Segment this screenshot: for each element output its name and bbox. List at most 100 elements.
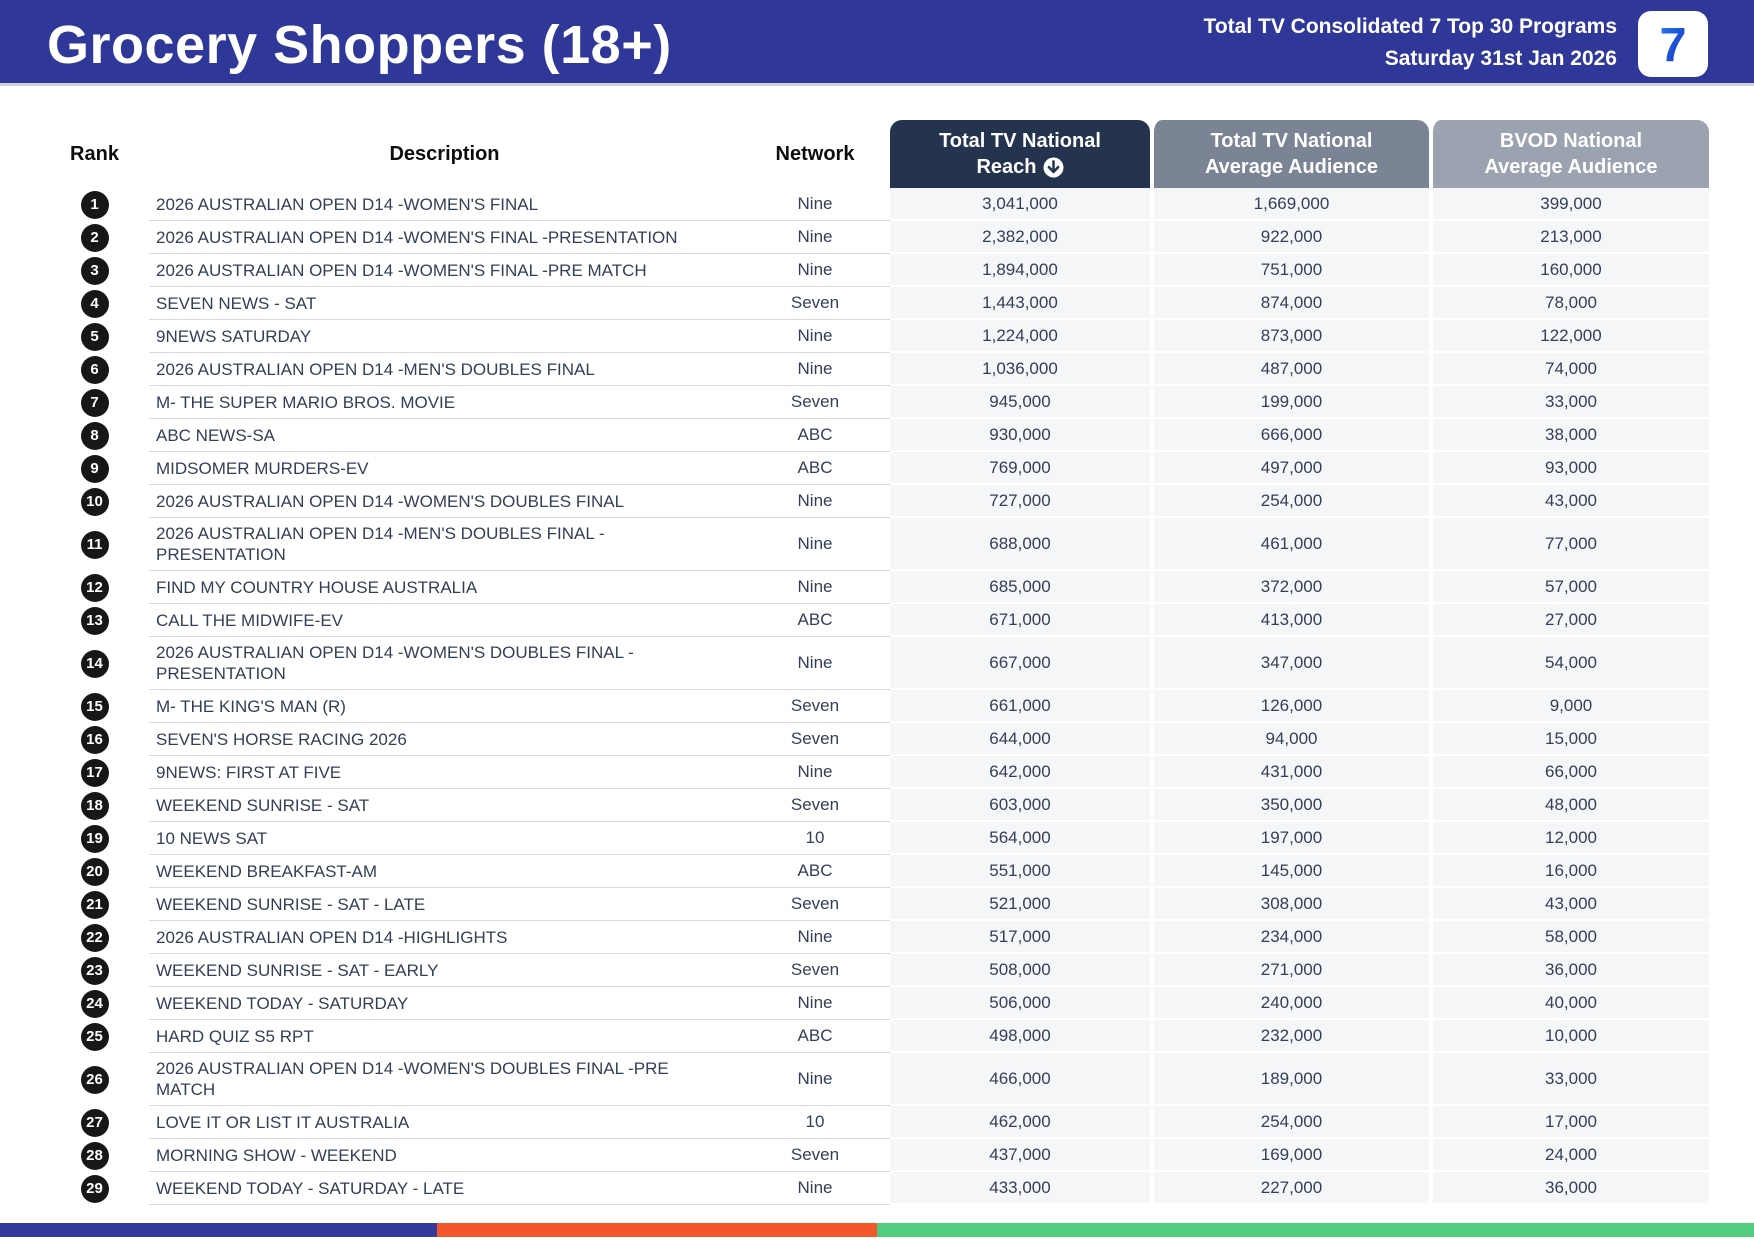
- bvod-audience-value: 36,000: [1429, 954, 1709, 987]
- rank-cell: 23: [40, 954, 149, 987]
- table-row: 23 WEEKEND SUNRISE - SAT - EARLY Seven 5…: [40, 954, 1709, 987]
- avg-audience-value: 497,000: [1150, 452, 1429, 485]
- rank-cell: 8: [40, 419, 149, 452]
- reach-value: 930,000: [890, 419, 1150, 452]
- rank-cell: 29: [40, 1172, 149, 1205]
- bvod-audience-value: 16,000: [1429, 855, 1709, 888]
- bvod-audience-value: 9,000: [1429, 690, 1709, 723]
- bvod-audience-value: 17,000: [1429, 1106, 1709, 1139]
- network-name: ABC: [740, 855, 890, 888]
- network-name: ABC: [740, 1020, 890, 1053]
- rank-badge: 7: [80, 388, 109, 417]
- network-name: Nine: [740, 571, 890, 604]
- program-description: FIND MY COUNTRY HOUSE AUSTRALIA: [149, 571, 740, 604]
- program-description: MORNING SHOW - WEEKEND: [149, 1139, 740, 1172]
- rank-cell: 6: [40, 353, 149, 386]
- report-name: Total TV Consolidated 7 Top 30 Programs: [1203, 15, 1617, 38]
- rank-badge: 16: [80, 725, 109, 754]
- program-description: 2026 AUSTRALIAN OPEN D14 -WOMEN'S FINAL …: [149, 221, 740, 254]
- page-title: Grocery Shoppers (18+): [47, 15, 672, 75]
- footer-bar-segment: [0, 1223, 437, 1237]
- avg-audience-value: 751,000: [1150, 254, 1429, 287]
- rank-cell: 11: [40, 518, 149, 571]
- avg-audience-value: 461,000: [1150, 518, 1429, 571]
- rank-cell: 22: [40, 921, 149, 954]
- network-name: Nine: [740, 921, 890, 954]
- program-description: 10 NEWS SAT: [149, 822, 740, 855]
- bvod-audience-value: 43,000: [1429, 485, 1709, 518]
- table-row: 28 MORNING SHOW - WEEKEND Seven 437,000 …: [40, 1139, 1709, 1172]
- reach-value: 506,000: [890, 987, 1150, 1020]
- reach-value: 769,000: [890, 452, 1150, 485]
- network-name: Seven: [740, 690, 890, 723]
- avg-audience-value: 189,000: [1150, 1053, 1429, 1106]
- program-description: LOVE IT OR LIST IT AUSTRALIA: [149, 1106, 740, 1139]
- bvod-audience-value: 24,000: [1429, 1139, 1709, 1172]
- program-description: 9NEWS: FIRST AT FIVE: [149, 756, 740, 789]
- footer-color-bar: [0, 1223, 1754, 1237]
- rank-badge: 22: [80, 923, 109, 952]
- reach-value: 1,443,000: [890, 287, 1150, 320]
- network-name: ABC: [740, 452, 890, 485]
- network-name: Nine: [740, 1172, 890, 1205]
- avg-audience-value: 873,000: [1150, 320, 1429, 353]
- avg-audience-column-header[interactable]: Total TV National Average Audience: [1150, 120, 1429, 188]
- rank-column-header: Rank: [70, 142, 119, 165]
- avg-audience-value: 169,000: [1150, 1139, 1429, 1172]
- network-name: Nine: [740, 188, 890, 221]
- seven-logo-icon: 7: [1659, 19, 1686, 71]
- rank-badge: 13: [80, 606, 109, 635]
- network-name: Nine: [740, 320, 890, 353]
- program-description: WEEKEND SUNRISE - SAT - LATE: [149, 888, 740, 921]
- avg-audience-value: 234,000: [1150, 921, 1429, 954]
- bvod-audience-value: 10,000: [1429, 1020, 1709, 1053]
- bvod-audience-value: 66,000: [1429, 756, 1709, 789]
- bvod-audience-value: 58,000: [1429, 921, 1709, 954]
- avg-audience-value: 145,000: [1150, 855, 1429, 888]
- network-name: 10: [740, 1106, 890, 1139]
- avg-audience-value: 308,000: [1150, 888, 1429, 921]
- bvod-audience-column-header[interactable]: BVOD National Average Audience: [1429, 120, 1709, 188]
- bvod-audience-value: 399,000: [1429, 188, 1709, 221]
- bvod-audience-value: 36,000: [1429, 1172, 1709, 1205]
- program-description: WEEKEND SUNRISE - SAT - EARLY: [149, 954, 740, 987]
- table-row: 6 2026 AUSTRALIAN OPEN D14 -MEN'S DOUBLE…: [40, 353, 1709, 386]
- avg-audience-value: 240,000: [1150, 987, 1429, 1020]
- network-name: 10: [740, 822, 890, 855]
- reach-value: 508,000: [890, 954, 1150, 987]
- rank-badge: 9: [80, 454, 109, 483]
- rank-cell: 2: [40, 221, 149, 254]
- rank-badge: 26: [80, 1065, 109, 1094]
- bvod-audience-value: 43,000: [1429, 888, 1709, 921]
- bvod-audience-value: 160,000: [1429, 254, 1709, 287]
- header-bar: Grocery Shoppers (18+) Total TV Consolid…: [0, 0, 1754, 86]
- avg-audience-value: 350,000: [1150, 789, 1429, 822]
- network-name: Seven: [740, 287, 890, 320]
- rank-badge: 3: [80, 256, 109, 285]
- bvod-audience-value: 74,000: [1429, 353, 1709, 386]
- reach-value: 644,000: [890, 723, 1150, 756]
- network-name: Nine: [740, 221, 890, 254]
- avg-audience-value: 197,000: [1150, 822, 1429, 855]
- program-description: M- THE KING'S MAN (R): [149, 690, 740, 723]
- column-header-label: Average Audience: [1204, 156, 1379, 178]
- bvod-audience-value: 57,000: [1429, 571, 1709, 604]
- table-row: 29 WEEKEND TODAY - SATURDAY - LATE Nine …: [40, 1172, 1709, 1205]
- rank-badge: 28: [80, 1141, 109, 1170]
- bvod-audience-value: 27,000: [1429, 604, 1709, 637]
- rank-badge: 23: [80, 956, 109, 985]
- table-row: 3 2026 AUSTRALIAN OPEN D14 -WOMEN'S FINA…: [40, 254, 1709, 287]
- total-tv-reach-column-header[interactable]: Total TV National Reach: [890, 120, 1150, 188]
- rank-cell: 5: [40, 320, 149, 353]
- rank-badge: 17: [80, 758, 109, 787]
- reach-value: 462,000: [890, 1106, 1150, 1139]
- avg-audience-value: 232,000: [1150, 1020, 1429, 1053]
- rank-cell: 19: [40, 822, 149, 855]
- rank-cell: 24: [40, 987, 149, 1020]
- reach-value: 727,000: [890, 485, 1150, 518]
- rank-badge: 2: [80, 223, 109, 252]
- table-row: 5 9NEWS SATURDAY Nine 1,224,000 873,000 …: [40, 320, 1709, 353]
- table-row: 1 2026 AUSTRALIAN OPEN D14 -WOMEN'S FINA…: [40, 188, 1709, 221]
- avg-audience-value: 94,000: [1150, 723, 1429, 756]
